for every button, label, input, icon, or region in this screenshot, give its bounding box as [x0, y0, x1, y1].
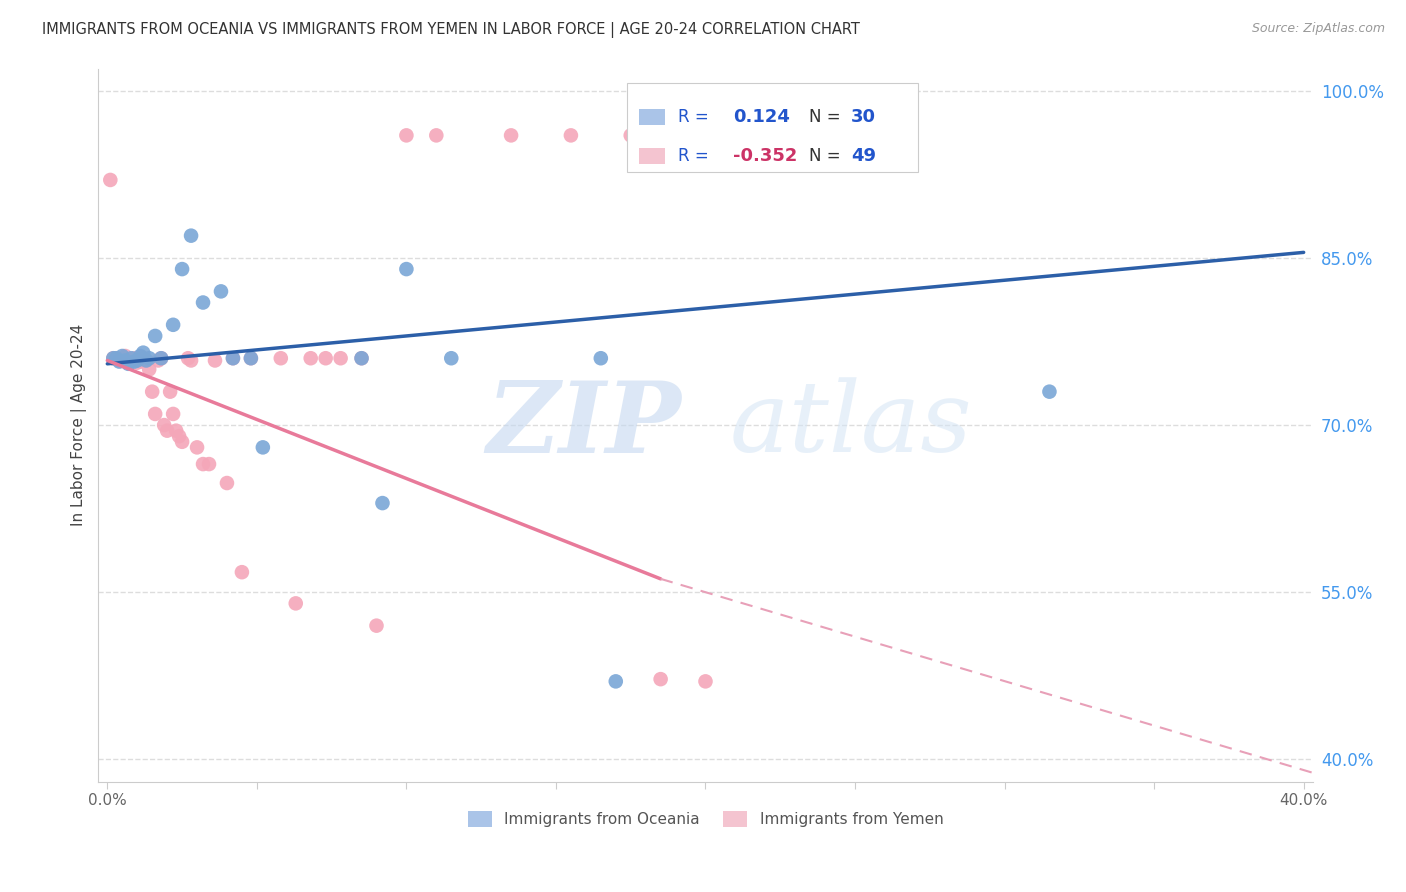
Point [122, 354, 145, 368]
Point [395, 262, 418, 277]
Point [108, 354, 131, 368]
Point [284, 596, 307, 610]
Point [114, 349, 136, 363]
Point [143, 329, 166, 343]
Point [177, 351, 200, 366]
FancyBboxPatch shape [638, 109, 665, 125]
Point [605, 674, 627, 689]
Text: N =: N = [808, 108, 845, 126]
Point [98, 173, 121, 187]
Point [239, 351, 262, 366]
Point [105, 351, 128, 366]
Point [1038, 384, 1060, 399]
Point [425, 128, 447, 143]
Point [186, 441, 208, 455]
Point [198, 457, 221, 471]
Point [167, 429, 190, 443]
Point [440, 351, 463, 366]
Point [156, 424, 179, 438]
FancyBboxPatch shape [638, 148, 665, 164]
Point [103, 351, 125, 366]
Point [231, 565, 253, 579]
Point [162, 318, 184, 332]
Point [108, 353, 131, 368]
Point [620, 128, 643, 143]
Point [132, 345, 155, 359]
Point [159, 384, 181, 399]
Text: 30: 30 [851, 108, 876, 126]
Text: N =: N = [808, 147, 845, 165]
Point [270, 351, 292, 366]
Point [650, 672, 672, 686]
Text: 0.124: 0.124 [734, 108, 790, 126]
Point [215, 476, 238, 491]
Text: 49: 49 [851, 147, 876, 165]
Point [135, 353, 157, 368]
Text: atlas: atlas [730, 377, 973, 473]
Point [117, 357, 139, 371]
Point [132, 351, 155, 366]
Point [204, 353, 226, 368]
Point [315, 351, 337, 366]
Point [120, 353, 142, 368]
Point [117, 353, 139, 368]
Point [222, 351, 245, 366]
Point [209, 285, 232, 299]
Point [501, 128, 523, 143]
Text: R =: R = [678, 147, 714, 165]
Point [329, 351, 352, 366]
Point [395, 128, 418, 143]
Point [350, 351, 373, 366]
Text: ZIP: ZIP [486, 376, 682, 474]
Point [371, 496, 394, 510]
Point [165, 424, 187, 438]
Point [252, 441, 274, 455]
Point [191, 295, 214, 310]
Point [172, 262, 194, 277]
Point [180, 228, 202, 243]
Point [120, 351, 142, 366]
Point [111, 349, 134, 363]
Point [162, 407, 184, 421]
Point [589, 351, 612, 366]
Point [141, 384, 163, 399]
Legend: Immigrants from Oceania, Immigrants from Yemen: Immigrants from Oceania, Immigrants from… [460, 804, 950, 835]
Point [105, 351, 128, 366]
Point [560, 128, 582, 143]
Point [111, 351, 134, 366]
Point [172, 434, 194, 449]
Point [366, 618, 388, 632]
Point [129, 354, 152, 368]
Point [127, 356, 149, 370]
Point [114, 353, 136, 368]
Point [135, 353, 157, 368]
Point [153, 418, 176, 433]
Point [180, 353, 202, 368]
Text: IMMIGRANTS FROM OCEANIA VS IMMIGRANTS FROM YEMEN IN LABOR FORCE | AGE 20-24 CORR: IMMIGRANTS FROM OCEANIA VS IMMIGRANTS FR… [42, 22, 860, 38]
Text: R =: R = [678, 108, 714, 126]
Point [127, 353, 149, 368]
Point [239, 351, 262, 366]
Text: Source: ZipAtlas.com: Source: ZipAtlas.com [1251, 22, 1385, 36]
Text: -0.352: -0.352 [734, 147, 797, 165]
Point [129, 349, 152, 363]
Y-axis label: In Labor Force | Age 20-24: In Labor Force | Age 20-24 [72, 324, 87, 526]
Point [150, 351, 173, 366]
Point [222, 351, 245, 366]
Point [138, 351, 160, 366]
Point [191, 457, 214, 471]
Point [299, 351, 322, 366]
Point [146, 353, 169, 368]
Point [143, 407, 166, 421]
FancyBboxPatch shape [627, 83, 918, 172]
Point [695, 674, 717, 689]
Point [122, 351, 145, 366]
Point [350, 351, 373, 366]
Point [150, 351, 173, 366]
Point [103, 351, 125, 366]
Point [138, 362, 160, 376]
